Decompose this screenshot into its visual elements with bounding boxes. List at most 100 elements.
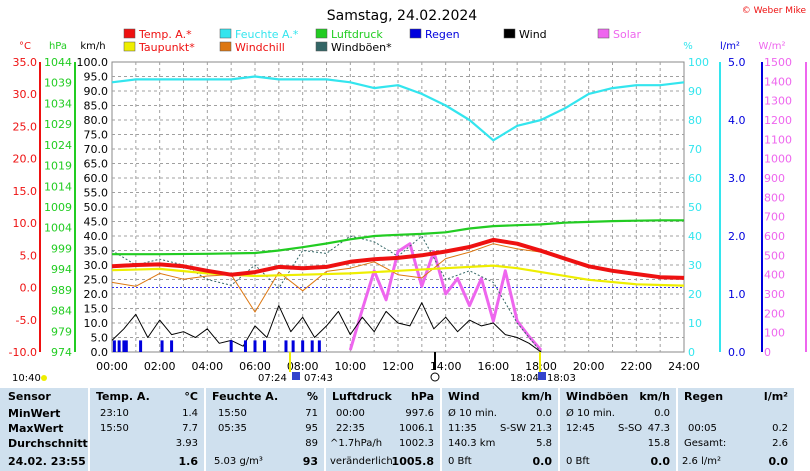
min-row-label: MinWert — [8, 407, 61, 420]
wind-max-direction: S-SW — [500, 423, 527, 434]
x-tick-11: 22:00 — [620, 360, 652, 373]
legend-label-1: Feuchte A.* — [235, 28, 299, 41]
wind-beaufort: 0 Bft — [448, 456, 472, 467]
sensor-header: Sensor — [8, 390, 51, 403]
legend-swatch-0 — [123, 28, 136, 39]
wind-axis-tick-13: 35.0 — [84, 245, 109, 258]
wind-axis-tick-9: 55.0 — [84, 187, 109, 200]
legend-swatch-5 — [597, 28, 610, 39]
rain-col-unit: l/m² — [763, 390, 788, 403]
rain-bar-11 — [284, 340, 288, 352]
pressure-min-time: 00:00 — [336, 408, 365, 419]
solar-axis-tick-14: 100 — [764, 327, 785, 340]
gusts-col-header: Windböen — [566, 390, 629, 403]
temp-axis-tick-7: 0.0 — [20, 282, 38, 295]
temp-column: Temp. A. °C 23:10 1.4 15:50 7.7 3.93 1.6 — [90, 388, 204, 471]
wind-axis-tick-2: 90.0 — [84, 85, 109, 98]
rain-bar-12 — [291, 340, 295, 352]
statistics-table: Sensor MinWert MaxWert Durchschnitt 24.0… — [0, 388, 810, 471]
humidity-axis-tick-7: 30 — [688, 259, 702, 272]
rain-bar-8 — [243, 340, 247, 352]
wind-axis-tick-10: 50.0 — [84, 201, 109, 214]
gusts-avg10-label: Ø 10 min. — [566, 408, 615, 419]
solar-axis-tick-9: 600 — [764, 230, 785, 243]
wind-axis-tick-19: 5.0 — [91, 332, 109, 345]
legend-swatch-7 — [219, 41, 232, 52]
rain-axis-tick-5: 0.0 — [728, 346, 746, 359]
wind-axis-tick-17: 15.0 — [84, 303, 109, 316]
pressure-axis-unit: hPa — [49, 41, 67, 52]
legend-label-8: Windböen* — [331, 41, 392, 54]
humidity-axis-unit: % — [683, 41, 693, 52]
chart-legend: Temp. A.* Feuchte A.* Luftdruck Regen Wind So… — [123, 28, 642, 54]
solar-axis-tick-4: 1100 — [764, 133, 792, 146]
rain-axis-tick-0: 5.0 — [728, 56, 746, 69]
wind-axis-tick-5: 75.0 — [84, 129, 109, 142]
humidity-axis-tick-2: 80 — [688, 114, 702, 127]
civil-dusk-label: 18:03 — [547, 373, 576, 384]
pressure-trend: ^1.7hPa/h — [330, 438, 383, 449]
rain-total-label: Gesamt: — [684, 438, 727, 449]
humidity-current-value: 93 — [302, 455, 318, 468]
gusts-max-direction: S-SO — [618, 423, 643, 434]
wind-axis-tick-16: 20.0 — [84, 288, 109, 301]
legend-label-4: Wind — [519, 28, 547, 41]
x-tick-2: 04:00 — [191, 360, 223, 373]
pressure-axis-tick-4: 1024 — [44, 139, 72, 152]
humidity-axis-tick-3: 70 — [688, 143, 702, 156]
sunrise-label: 07:43 — [304, 373, 333, 384]
humidity-axis-tick-10: 0 — [688, 346, 695, 359]
sun-times: 10:40 07:24 07:43 18:04 18:03 — [12, 352, 576, 384]
wind-col-unit: km/h — [521, 390, 552, 403]
solar-axis-tick-10: 500 — [764, 249, 785, 262]
gusts-max-value: 47.3 — [647, 423, 670, 434]
x-tick-12: 24:00 — [668, 360, 700, 373]
rain-bar-6 — [170, 340, 174, 352]
x-tick-10: 20:00 — [573, 360, 605, 373]
temp-avg-value: 3.93 — [175, 438, 198, 449]
legend-swatch-8 — [315, 41, 328, 52]
pressure-current-value: 1005.8 — [391, 455, 434, 468]
avg-row-label: Durchschnitt — [8, 437, 88, 450]
legend-label-3: Regen — [425, 28, 460, 41]
pressure-axis-tick-12: 984 — [51, 305, 72, 318]
solar-axis-tick-3: 1200 — [764, 114, 792, 127]
humidity-max-time: 05:35 — [218, 423, 247, 434]
gusts-avg-value: 15.8 — [647, 438, 670, 449]
temp-max-time: 15:50 — [100, 423, 129, 434]
gusts-column: Windböen km/h Ø 10 min. 0.0 12:45 S-SO 4… — [560, 388, 676, 471]
pressure-tendency: veränderlich — [330, 456, 393, 467]
temp-axis-tick-6: 5.0 — [20, 249, 38, 262]
rain-bar-14 — [310, 340, 314, 352]
solar-axis-tick-7: 800 — [764, 191, 785, 204]
rain-column: Regen l/m² 00:05 0.2 Gesamt: 2.6 2.6 l/m… — [678, 388, 794, 471]
humidity-min-time: 15:50 — [218, 408, 247, 419]
humidity-axis-tick-6: 40 — [688, 230, 702, 243]
humidity-min-value: 71 — [305, 408, 318, 419]
humidity-axis-tick-8: 20 — [688, 288, 702, 301]
rain-bar-3 — [124, 340, 128, 352]
humidity-axis-tick-9: 10 — [688, 317, 702, 330]
temp-axis-tick-1: 30.0 — [13, 88, 38, 101]
wind-column: Wind km/h Ø 10 min. 0.0 11:35 S-SW 21.3 … — [442, 388, 558, 471]
rain-bar-2 — [122, 340, 126, 352]
current-time-label: 24.02. 23:55 — [8, 455, 86, 468]
pressure-min-value: 997.6 — [405, 408, 434, 419]
humidity-column: Feuchte A. % 15:50 71 05:35 95 89 5.03 g… — [206, 388, 324, 471]
chart-title: Samstag, 24.02.2024 — [327, 8, 478, 24]
temp-axis-unit: °C — [19, 41, 31, 52]
wind-avg10-value: 0.0 — [536, 408, 552, 419]
pressure-column: Luftdruck hPa 00:00 997.6 22:35 1006.1 ^… — [326, 388, 440, 471]
temp-axis-tick-8: -5.0 — [16, 314, 37, 327]
temp-current-value: 1.6 — [178, 455, 199, 468]
gusts-current-value: 0.0 — [650, 455, 671, 468]
rain-bar-13 — [301, 340, 305, 352]
rain-bar-10 — [263, 340, 267, 352]
solar-axis-tick-0: 1500 — [764, 56, 792, 69]
solar-axis-tick-5: 1000 — [764, 153, 792, 166]
gusts-beaufort: 0 Bft — [566, 456, 590, 467]
solar-axis-tick-2: 1300 — [764, 95, 792, 108]
solar-axis-tick-12: 300 — [764, 288, 785, 301]
wind-axis-unit: km/h — [80, 41, 105, 52]
temp-axis-tick-4: 15.0 — [13, 185, 38, 198]
